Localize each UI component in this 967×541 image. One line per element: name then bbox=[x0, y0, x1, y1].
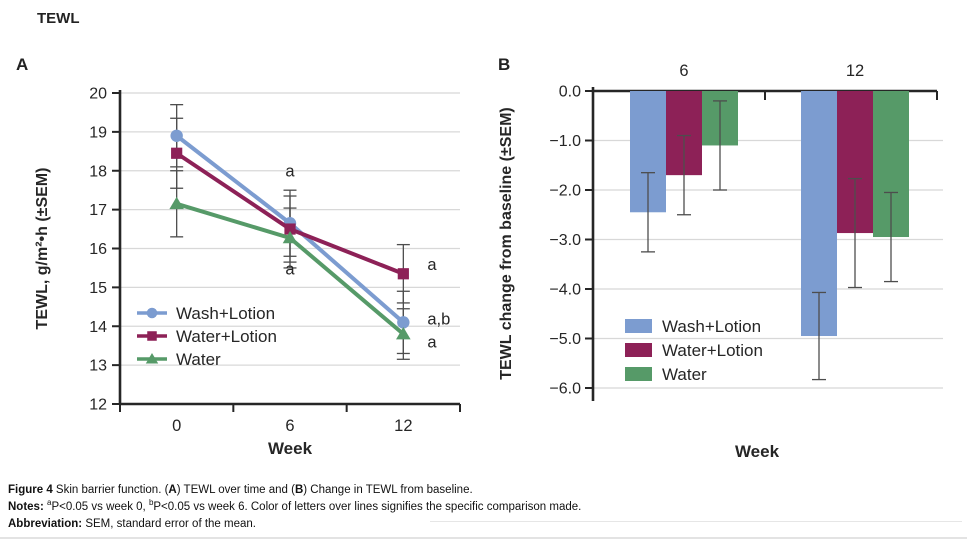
legend-swatch bbox=[625, 367, 652, 381]
y-tick-label: 19 bbox=[89, 124, 107, 141]
y-tick-label: −1.0 bbox=[549, 133, 581, 150]
bars bbox=[630, 91, 909, 337]
data-point bbox=[284, 223, 296, 235]
caption-segment: Abbreviation: bbox=[8, 518, 86, 530]
group-label: 6 bbox=[679, 62, 688, 80]
line-chart-tewl-over-time: 12 13 14 15 16 17 18 19 20 0 6 12 Week TEWL, g/m²•h (… bbox=[34, 86, 461, 458]
series-water-lotion bbox=[171, 147, 409, 280]
caption-segment: Notes: bbox=[8, 501, 47, 513]
horizontal-rule bbox=[430, 521, 962, 522]
y-tick-label: −5.0 bbox=[549, 331, 581, 348]
caption-segment: A bbox=[168, 484, 177, 496]
x-axis-title: Week bbox=[735, 442, 780, 461]
data-point bbox=[169, 196, 184, 210]
y-tick-label: −2.0 bbox=[549, 183, 581, 200]
caption-segment: Skin barrier function. ( bbox=[52, 484, 169, 496]
data-point bbox=[145, 353, 159, 364]
caption-line-3: Abbreviation: SEM, standard error of the… bbox=[8, 516, 960, 533]
significance-label: a bbox=[427, 334, 437, 352]
caption-segment: B bbox=[294, 484, 304, 496]
y-tick-label: 14 bbox=[89, 319, 107, 336]
y-axis-title: TEWL, g/m²•h (±SEM) bbox=[34, 168, 51, 330]
legend-label: Wash+Lotion bbox=[662, 317, 761, 336]
caption-line-1: Figure 4 Skin barrier function. (A) TEWL… bbox=[8, 482, 960, 499]
x-tick-label: 6 bbox=[285, 417, 294, 435]
series-water bbox=[169, 196, 411, 340]
caption-line-2: Notes: aP<0.05 vs week 0, bP<0.05 vs wee… bbox=[8, 499, 960, 516]
y-tick-label: 20 bbox=[89, 86, 107, 103]
y-tick-label: −4.0 bbox=[549, 282, 581, 299]
significance-label: a bbox=[285, 163, 295, 181]
x-tick-label: 12 bbox=[394, 417, 412, 435]
y-tick-label: 18 bbox=[89, 163, 107, 180]
data-point bbox=[146, 307, 158, 319]
error-bars bbox=[641, 100, 898, 381]
y-tick-label: −6.0 bbox=[549, 381, 581, 398]
legend-swatch bbox=[625, 343, 652, 357]
data-point bbox=[397, 268, 409, 280]
legend-swatch bbox=[625, 319, 652, 333]
figure-caption: Figure 4 Skin barrier function. (A) TEWL… bbox=[8, 482, 960, 533]
panel-a-label: A bbox=[16, 55, 29, 74]
data-point bbox=[397, 316, 410, 329]
axes: 0.0 −1.0 −2.0 −3.0 −4.0 −5.0 −6.0 TEWL change f… bbox=[498, 84, 938, 461]
y-tick-label: 15 bbox=[89, 280, 107, 297]
axes: 12 13 14 15 16 17 18 19 20 0 6 12 Week TEWL, g/m²•h (… bbox=[34, 86, 461, 458]
caption-segment: SEM, standard error of the mean. bbox=[85, 518, 256, 530]
legend-label: Wash+Lotion bbox=[176, 304, 275, 323]
caption-segment: a bbox=[46, 498, 52, 508]
figure-title: TEWL bbox=[37, 10, 80, 27]
significance-labels: a a a a,b a bbox=[285, 163, 450, 352]
caption-segment: Figure 4 bbox=[8, 484, 53, 496]
panel-b-label: B bbox=[498, 55, 511, 74]
group-label: 12 bbox=[846, 62, 864, 80]
legend-label: Water bbox=[176, 350, 221, 369]
caption-segment: P<0.05 vs week 0, bbox=[51, 501, 149, 513]
x-tick-label: 0 bbox=[172, 417, 181, 435]
y-tick-label: 17 bbox=[89, 202, 107, 219]
caption-segment: ) TEWL over time and ( bbox=[176, 484, 295, 496]
bar-chart-tewl-change: 0.0 −1.0 −2.0 −3.0 −4.0 −5.0 −6.0 TEWL change f… bbox=[498, 62, 943, 461]
legend-panel-a: Wash+Lotion Water+Lotion Water bbox=[137, 304, 277, 369]
charts-canvas: 12 13 14 15 16 17 18 19 20 0 6 12 Week TEWL, g/m²•h (… bbox=[34, 62, 943, 461]
significance-label: a,b bbox=[427, 310, 450, 328]
caption-segment: ) Change in TEWL from baseline. bbox=[303, 484, 473, 496]
data-point bbox=[147, 331, 157, 341]
y-tick-label: 12 bbox=[89, 397, 107, 414]
horizontal-rule bbox=[0, 537, 967, 539]
data-point bbox=[171, 147, 183, 159]
data-point bbox=[282, 231, 298, 244]
legend-panel-b: Wash+Lotion Water+Lotion Water bbox=[625, 317, 763, 384]
significance-label: a bbox=[427, 256, 437, 274]
series-wash-lotion bbox=[170, 129, 410, 329]
y-tick-label: 0.0 bbox=[559, 84, 581, 101]
y-tick-label: 16 bbox=[89, 241, 107, 258]
legend-label: Water+Lotion bbox=[176, 327, 277, 346]
data-point bbox=[396, 327, 411, 340]
legend-label: Water+Lotion bbox=[662, 341, 763, 360]
y-axis-title: TEWL change from baseline (±SEM) bbox=[498, 107, 515, 380]
y-tick-label: 13 bbox=[89, 358, 107, 375]
caption-segment: P<0.05 vs week 6. Color of letters over … bbox=[153, 501, 582, 513]
caption-segment: b bbox=[148, 498, 154, 508]
x-axis-title: Week bbox=[268, 439, 313, 458]
y-tick-label: −3.0 bbox=[549, 232, 581, 249]
legend-label: Water bbox=[662, 365, 707, 384]
data-point bbox=[170, 129, 183, 142]
significance-label: a bbox=[285, 261, 295, 279]
